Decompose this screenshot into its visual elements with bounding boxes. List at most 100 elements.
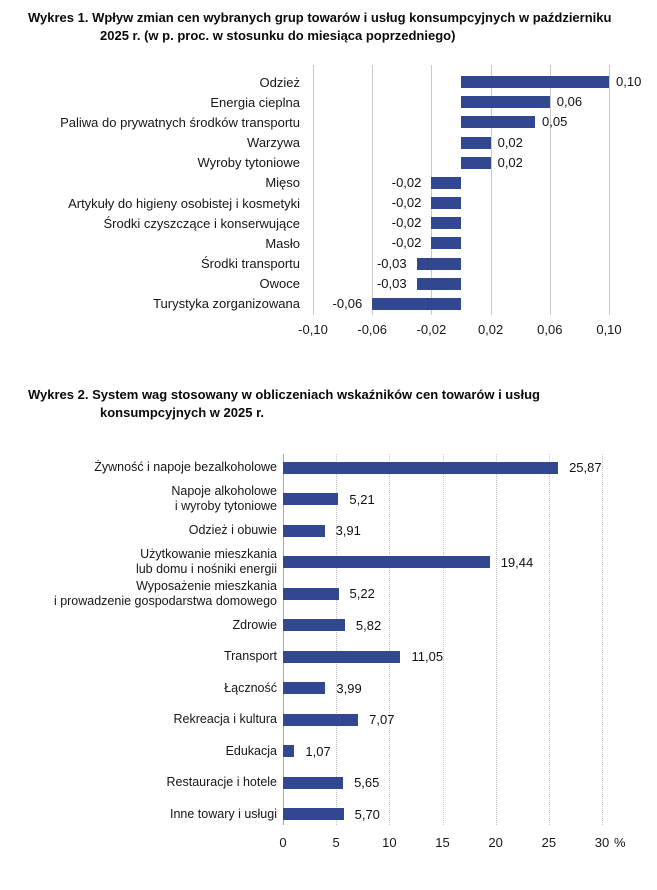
category-label: Odzież i obuwie: [188, 523, 277, 538]
bar: [283, 682, 326, 695]
bar: [431, 237, 461, 250]
category-label: Restauracje i hotele: [166, 775, 277, 790]
gridline: [548, 454, 550, 825]
bar: [283, 650, 401, 663]
bar: [461, 96, 550, 109]
gridline: [372, 65, 374, 315]
bar: [461, 136, 491, 149]
category-label: Warzywa: [247, 135, 300, 151]
bar: [283, 619, 345, 632]
chart-1-title-line2: 2025 r. (w p. proc. w stosunku do miesią…: [100, 28, 456, 43]
category-label: Masło: [265, 235, 300, 251]
value-label: 0,02: [497, 154, 523, 170]
category-label: Zdrowie: [232, 617, 277, 632]
category-label: Środki transportu: [201, 256, 300, 272]
value-label: 0,10: [616, 74, 642, 89]
bar: [431, 217, 461, 230]
value-label: 0,02: [497, 134, 523, 150]
x-tick-label: 20: [488, 835, 503, 850]
gridline: [389, 454, 391, 825]
category-label: Artykuły do higieny osobistej i kosmetyk…: [68, 195, 300, 211]
value-label: -0,02: [391, 195, 422, 211]
x-tick-label: 25: [541, 835, 557, 850]
category-label: Inne towary i usługi: [169, 806, 277, 821]
bar: [461, 76, 609, 89]
x-tick-label: 5: [332, 835, 340, 850]
gridline: [602, 454, 603, 825]
bar: [283, 808, 344, 821]
value-label: 7,07: [369, 712, 395, 727]
bar: [461, 156, 491, 169]
value-label: 25,87: [569, 460, 602, 475]
bar: [283, 556, 490, 569]
value-label: 5,21: [349, 491, 375, 507]
value-label: 1,07: [305, 743, 331, 759]
category-label: Wyposażenie mieszkania i prowadzenie gos…: [53, 578, 277, 608]
value-label: -0,02: [391, 215, 422, 231]
value-label: -0,06: [332, 295, 363, 311]
chart-2-title-line2: konsumpcyjnych w 2025 r.: [100, 405, 265, 420]
chart-2-title: Wykres 2. System wag stosowany w oblicze…: [28, 386, 540, 422]
gridline: [336, 454, 338, 825]
gridline: [313, 65, 314, 315]
bar: [461, 116, 535, 129]
value-label: 3,91: [335, 523, 361, 538]
value-label: -0,03: [376, 255, 407, 271]
x-tick-label: -0,02: [416, 322, 447, 337]
category-label: Napoje alkoholowe i wyroby tytoniowe: [171, 484, 277, 514]
category-label: Edukacja: [225, 743, 277, 758]
y-axis-line: [283, 454, 284, 825]
gridline: [495, 454, 497, 825]
bar: [283, 493, 339, 506]
category-label: Turystyka zorganizowana: [153, 296, 300, 312]
x-tick-label: 0,06: [537, 322, 563, 337]
bar: [283, 713, 359, 726]
value-label: -0,02: [391, 235, 422, 251]
value-label: -0,03: [376, 275, 407, 291]
value-label: 5,65: [354, 775, 380, 790]
value-label: 5,70: [354, 806, 380, 822]
value-label: 0,06: [556, 94, 583, 110]
bar: [283, 745, 295, 758]
x-tick-label: 10: [382, 835, 397, 850]
value-label: 5,22: [349, 586, 375, 601]
category-label: Odzież: [259, 74, 300, 90]
category-label: Mięso: [265, 175, 300, 191]
gridline: [442, 454, 444, 825]
x-tick-label: -0,06: [357, 322, 388, 337]
value-label: 5,82: [355, 617, 382, 633]
x-tick-label: -0,10: [298, 322, 328, 337]
bar: [283, 461, 559, 474]
bar: [283, 587, 339, 600]
x-tick-label: 0: [279, 835, 287, 850]
category-label: Paliwa do prywatnych środków transportu: [60, 114, 300, 130]
bar: [372, 297, 461, 310]
bar: [283, 524, 325, 537]
category-label: Łączność: [224, 680, 277, 695]
axis-unit-label: %: [614, 835, 626, 850]
bar: [431, 176, 461, 189]
value-label: 0,05: [542, 114, 568, 130]
category-label: Żywność i napoje bezalkoholowe: [94, 460, 277, 475]
value-label: 3,99: [336, 680, 362, 696]
x-tick-label: 0,02: [477, 322, 504, 337]
category-label: Owoce: [259, 276, 300, 292]
gridline: [431, 65, 433, 315]
category-label: Użytkowanie mieszkania lub domu i nośnik…: [135, 547, 277, 577]
bar: [416, 257, 461, 270]
x-tick-label: 15: [435, 835, 450, 850]
bar: [431, 197, 461, 210]
x-tick-label: 30: [594, 835, 610, 850]
value-label: 11,05: [411, 649, 444, 664]
chart-2-title-line1: Wykres 2. System wag stosowany w oblicze…: [28, 387, 540, 402]
bar: [416, 277, 461, 290]
category-label: Transport: [223, 649, 277, 664]
gridline: [490, 65, 492, 315]
category-label: Wyroby tytoniowe: [197, 155, 300, 171]
category-label: Rekreacja i kultura: [173, 712, 277, 727]
chart-1-title-line1: Wykres 1. Wpływ zmian cen wybranych grup…: [28, 10, 612, 25]
bar: [283, 776, 344, 789]
gridline: [609, 65, 610, 315]
value-label: 19,44: [500, 554, 534, 570]
